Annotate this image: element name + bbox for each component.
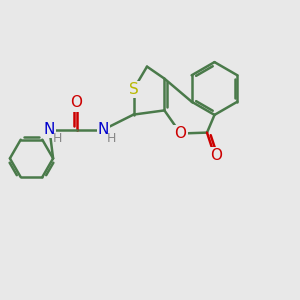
Text: O: O: [210, 148, 222, 163]
Text: H: H: [107, 131, 117, 145]
Text: N: N: [98, 122, 109, 137]
Text: S: S: [129, 82, 138, 97]
Text: O: O: [175, 126, 187, 141]
Text: N: N: [44, 122, 55, 137]
Text: H: H: [53, 131, 63, 145]
Text: O: O: [70, 95, 83, 110]
